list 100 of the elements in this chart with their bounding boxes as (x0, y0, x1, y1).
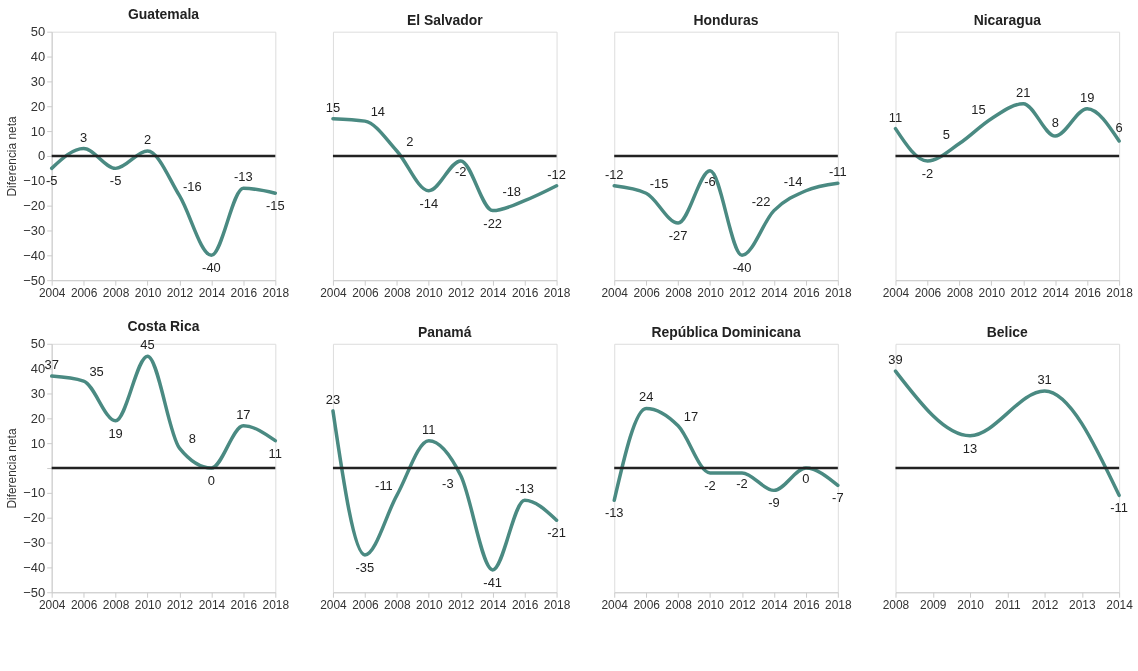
y-tick-label: −40 (23, 559, 46, 575)
data-label: -12 (547, 166, 566, 182)
y-tick-label: 50 (30, 24, 46, 40)
data-label: -27 (668, 227, 688, 243)
data-label: -21 (547, 525, 566, 541)
x-tick-label: 2016 (511, 285, 539, 300)
data-label: 11 (888, 109, 903, 125)
data-label: -40 (732, 260, 752, 276)
data-label: -5 (45, 173, 58, 189)
x-tick-label: 2006 (633, 597, 661, 612)
x-tick-label: 2008 (882, 597, 910, 612)
x-tick-label: 2009 (920, 597, 947, 612)
x-tick-label: 2014 (479, 285, 507, 300)
data-label: 24 (638, 389, 654, 405)
x-tick-label: 2012 (447, 285, 475, 300)
y-tick-label: −20 (23, 510, 46, 526)
chart-title: Costa Rica (127, 317, 200, 334)
x-tick-label: 2018 (262, 597, 290, 612)
y-tick-label: −10 (23, 173, 46, 189)
y-tick-label: −30 (23, 222, 46, 238)
x-tick-label: 2008 (665, 285, 693, 300)
data-label: -13 (604, 505, 624, 521)
x-tick-label: 2008 (102, 285, 130, 300)
data-label: -13 (234, 169, 253, 185)
x-tick-label: 2010 (134, 597, 162, 612)
x-tick-label: 2016 (230, 597, 258, 612)
y-tick-label: −40 (23, 247, 46, 263)
x-tick-label: 2014 (198, 285, 226, 300)
x-tick-label: 2016 (1074, 285, 1102, 300)
y-tick-label: −30 (23, 535, 46, 551)
x-tick-label: 2006 (352, 597, 380, 612)
data-label: -14 (783, 173, 803, 189)
x-tick-label: 2012 (447, 597, 475, 612)
x-tick-label: 2012 (166, 285, 194, 300)
data-label: 35 (89, 364, 104, 380)
y-axis-title: Diferencia neta (5, 116, 20, 197)
data-label: -15 (265, 198, 285, 214)
x-tick-label: 2010 (957, 597, 985, 612)
x-tick-label: 2018 (825, 597, 852, 612)
x-tick-label: 2013 (1069, 597, 1096, 612)
x-tick-label: 2014 (479, 597, 507, 612)
y-axis-title: Diferencia neta (5, 428, 20, 509)
chart-title: Belice (986, 323, 1029, 340)
data-label: -35 (355, 559, 375, 575)
data-label: -2 (921, 165, 934, 181)
data-label: -2 (736, 475, 748, 491)
data-label: 2 (406, 134, 414, 149)
x-tick-label: 2014 (1042, 285, 1070, 300)
x-tick-label: 2010 (697, 597, 725, 612)
data-label: 19 (1079, 89, 1095, 105)
y-tick-label: 10 (30, 435, 46, 451)
x-tick-label: 2016 (230, 285, 258, 300)
x-tick-label: 2008 (665, 597, 693, 612)
x-tick-label: 2014 (761, 597, 789, 612)
y-tick-label: 50 (30, 336, 46, 352)
y-tick-label: −50 (23, 272, 46, 288)
x-tick-label: 2010 (416, 597, 443, 612)
data-label: 37 (44, 357, 59, 373)
x-tick-label: 2012 (1010, 285, 1038, 300)
x-tick-label: 2006 (633, 285, 661, 300)
x-tick-label: 2018 (543, 597, 571, 612)
chart-title: Nicaragua (973, 11, 1042, 28)
data-label: -12 (604, 166, 624, 182)
x-tick-label: 2006 (352, 285, 380, 300)
data-label: 11 (422, 421, 436, 437)
y-tick-label: 10 (30, 123, 46, 139)
x-tick-label: 2004 (320, 597, 348, 612)
chart-title: Guatemala (127, 5, 200, 22)
x-tick-label: 2004 (38, 597, 66, 612)
x-tick-label: 2016 (511, 597, 539, 612)
x-tick-label: 2012 (166, 597, 194, 612)
data-label: 31 (1037, 372, 1052, 388)
x-tick-label: 2016 (793, 285, 821, 300)
y-tick-label: 20 (30, 98, 46, 114)
y-tick-label: 0 (38, 148, 46, 164)
data-label: -40 (202, 260, 221, 276)
x-tick-label: 2012 (1031, 597, 1059, 612)
y-tick-label: 30 (30, 73, 46, 89)
data-label: 15 (971, 101, 986, 117)
x-tick-label: 2018 (262, 285, 290, 300)
data-label: -3 (442, 476, 454, 492)
y-tick-label: −50 (23, 584, 46, 600)
data-label: -41 (483, 574, 503, 590)
data-label: 17 (683, 408, 699, 424)
x-tick-label: 2018 (543, 285, 571, 300)
data-label: -18 (502, 183, 522, 199)
data-label: 3 (80, 129, 88, 145)
x-tick-label: 2006 (70, 285, 98, 300)
data-label: 19 (108, 425, 123, 441)
x-tick-label: 2008 (384, 285, 411, 300)
x-tick-label: 2014 (198, 597, 226, 612)
data-label: -2 (704, 477, 716, 493)
data-label: -11 (1110, 500, 1128, 516)
y-tick-label: 30 (30, 385, 46, 401)
data-label: 6 (1115, 120, 1123, 136)
data-label: 15 (325, 99, 341, 115)
data-label: -22 (483, 215, 503, 231)
x-tick-label: 2004 (601, 597, 629, 612)
x-tick-label: 2012 (729, 285, 757, 300)
x-tick-label: 2004 (320, 285, 348, 300)
